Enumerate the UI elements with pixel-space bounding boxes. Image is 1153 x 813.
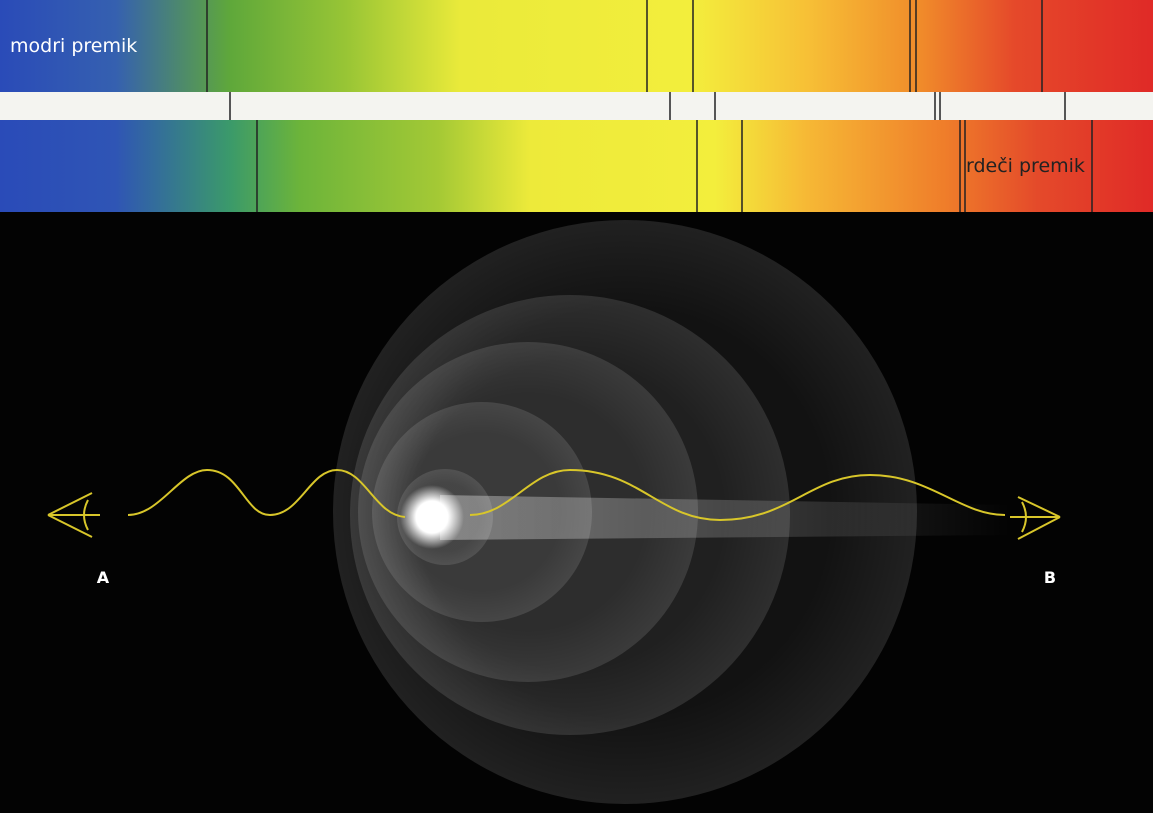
observer-a-label: A	[97, 568, 110, 587]
page: modri premik rdeči premik A B (() => { c…	[0, 0, 1153, 813]
observer-b-label: B	[1044, 568, 1056, 587]
red-shift-label: rdeči premik	[966, 155, 1085, 177]
upper-spectrum	[0, 0, 1153, 92]
light-source	[400, 485, 464, 549]
blue-shift-label: modri premik	[10, 35, 137, 57]
white-strip	[0, 92, 1153, 120]
doppler-diagram: modri premik rdeči premik A B	[0, 0, 1153, 813]
